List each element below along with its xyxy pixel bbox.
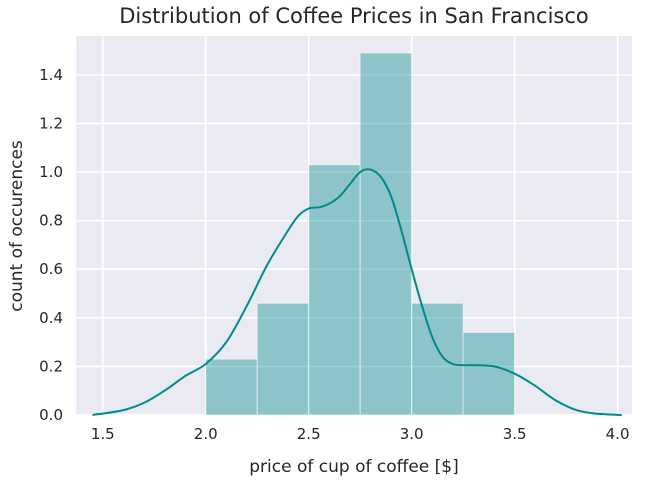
x-tick-label: 3.0	[400, 425, 424, 443]
kde-curve	[92, 168, 622, 416]
histogram-bar	[359, 52, 413, 416]
x-tick-label: 1.5	[91, 425, 115, 443]
plot-background	[76, 36, 632, 415]
y-tick-label: 1.4	[39, 66, 63, 84]
histogram-bar	[308, 164, 361, 416]
y-axis-label: count of occurences	[7, 140, 27, 312]
x-tick-labels: 1.5 2.0 2.5 3.0 3.5 4.0	[91, 425, 630, 443]
y-tick-label: 1.0	[39, 163, 63, 181]
y-tick-label: 1.2	[39, 114, 63, 132]
histogram-bar	[256, 302, 310, 416]
y-tick-label: 0.4	[39, 309, 63, 327]
y-tick-label: 0.2	[39, 357, 63, 375]
histogram-bar	[411, 302, 464, 416]
chart-title: Distribution of Coffee Prices in San Fra…	[119, 4, 589, 28]
histogram-bar	[462, 331, 516, 416]
x-axis-label: price of cup of coffee [$]	[249, 457, 458, 477]
x-tick-label: 3.5	[503, 425, 527, 443]
y-tick-label: 0.6	[39, 260, 63, 278]
x-tick-label: 4.0	[606, 425, 630, 443]
histogram-bar	[205, 358, 258, 416]
y-tick-label: 0.8	[39, 212, 63, 230]
y-tick-label: 0.0	[39, 406, 63, 424]
y-gridlines	[76, 74, 632, 416]
x-tick-label: 2.5	[297, 425, 321, 443]
y-tick-labels: 0.0 0.2 0.4 0.6 0.8 1.0 1.2 1.4	[39, 66, 63, 424]
x-tick-label: 2.0	[194, 425, 218, 443]
